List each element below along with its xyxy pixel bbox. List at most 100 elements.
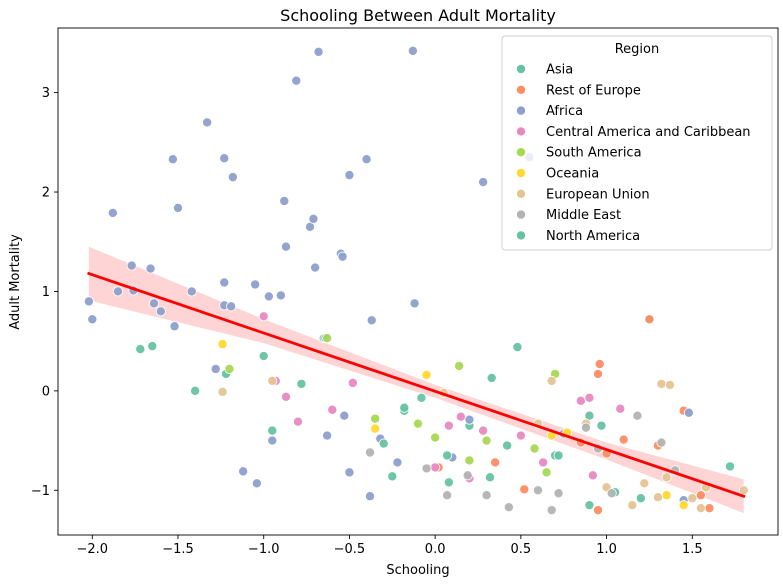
scatter-point bbox=[313, 46, 324, 57]
series-rest-of-europe bbox=[433, 314, 715, 516]
scatter-point bbox=[481, 490, 492, 501]
scatter-point bbox=[190, 385, 201, 396]
x-tick-label: 1.5 bbox=[682, 542, 703, 557]
scatter-point bbox=[364, 447, 375, 458]
legend-label: Central America and Caribbean bbox=[546, 125, 751, 140]
scatter-point bbox=[695, 503, 706, 514]
scatter-point bbox=[310, 262, 321, 273]
scatter-point bbox=[337, 251, 348, 262]
scatter-point bbox=[169, 321, 180, 332]
scatter-point bbox=[412, 418, 423, 429]
legend-label: European Union bbox=[546, 187, 650, 202]
x-axis: −2.0 −1.5 −1.0 −0.5 0.0 0.5 1.0 1.5 bbox=[76, 535, 703, 557]
scatter-point bbox=[644, 314, 655, 325]
legend-marker bbox=[516, 64, 527, 75]
x-tick-label: 0.0 bbox=[425, 542, 446, 557]
scatter-point bbox=[593, 368, 604, 379]
scatter-point bbox=[725, 461, 736, 472]
y-tick-label: −1 bbox=[31, 484, 50, 499]
scatter-point bbox=[364, 491, 375, 502]
scatter-point bbox=[186, 286, 197, 297]
scatter-point bbox=[704, 503, 715, 514]
y-axis: −1 0 1 2 3 bbox=[31, 86, 58, 499]
x-axis-title: Schooling bbox=[386, 563, 449, 578]
scatter-point bbox=[484, 472, 495, 483]
scatter-point bbox=[308, 213, 319, 224]
scatter-point bbox=[267, 425, 278, 436]
scatter-point bbox=[280, 391, 291, 402]
scatter-point bbox=[661, 490, 672, 501]
legend-label: North America bbox=[546, 229, 640, 244]
scatter-point bbox=[596, 420, 607, 431]
scatter-point bbox=[322, 333, 333, 344]
scatter-point bbox=[486, 372, 497, 383]
scatter-point bbox=[322, 430, 333, 441]
scatter-point bbox=[217, 339, 228, 350]
scatter-point bbox=[275, 290, 286, 301]
scatter-point bbox=[503, 502, 514, 513]
legend-label: Africa bbox=[546, 104, 583, 119]
scatter-point bbox=[344, 467, 355, 478]
scatter-point bbox=[279, 195, 290, 206]
scatter-point bbox=[553, 450, 564, 461]
scatter-point bbox=[584, 392, 595, 403]
scatter-point bbox=[593, 505, 604, 516]
scatter-point bbox=[155, 306, 166, 317]
chart-title: Schooling Between Adult Mortality bbox=[280, 6, 556, 25]
scatter-point bbox=[481, 435, 492, 446]
scatter-point bbox=[145, 263, 156, 274]
y-tick-label: 2 bbox=[42, 186, 50, 201]
scatter-point bbox=[361, 154, 372, 165]
scatter-point bbox=[147, 341, 158, 352]
scatter-point bbox=[464, 414, 475, 425]
y-tick-label: 3 bbox=[42, 86, 50, 101]
scatter-point bbox=[409, 298, 420, 309]
legend-label: Oceania bbox=[546, 167, 599, 182]
scatter-point bbox=[280, 241, 291, 252]
scatter-point bbox=[210, 363, 221, 374]
scatter-point bbox=[430, 462, 441, 473]
legend: Region Asia Rest of Europe Africa Central A… bbox=[501, 35, 773, 251]
legend-entry: European Union bbox=[516, 187, 650, 202]
scatter-point bbox=[344, 170, 355, 181]
legend-marker bbox=[516, 167, 527, 178]
scatter-point bbox=[490, 457, 501, 468]
scatter-point bbox=[421, 463, 432, 474]
scatter-point bbox=[455, 411, 466, 422]
scatter-point bbox=[442, 450, 453, 461]
scatter-point bbox=[83, 296, 94, 307]
scatter-point bbox=[416, 392, 427, 403]
scatter-point bbox=[296, 378, 307, 389]
scatter-point bbox=[263, 291, 274, 302]
scatter-point bbox=[443, 420, 454, 431]
scatter-point bbox=[399, 402, 410, 413]
scatter-point bbox=[656, 378, 667, 389]
scatter-point bbox=[135, 344, 146, 355]
scatter-point bbox=[258, 311, 269, 322]
x-tick-label: 1.0 bbox=[596, 542, 617, 557]
legend-entry: Middle East bbox=[516, 208, 621, 223]
scatter-point bbox=[421, 369, 432, 380]
scatter-point bbox=[226, 301, 237, 312]
series-north-america bbox=[135, 344, 607, 511]
scatter-point bbox=[366, 315, 377, 326]
scatter-point bbox=[533, 485, 544, 496]
x-tick-label: −0.5 bbox=[334, 542, 366, 557]
scatter-point bbox=[615, 403, 626, 414]
scatter-point bbox=[687, 493, 698, 504]
scatter-point bbox=[392, 457, 403, 468]
scatter-point bbox=[665, 379, 676, 390]
scatter-point bbox=[224, 363, 235, 374]
scatter-point bbox=[478, 425, 489, 436]
scatter-point bbox=[678, 500, 689, 511]
y-tick-label: 1 bbox=[42, 285, 50, 300]
scatter-point bbox=[519, 484, 530, 495]
scatter-point bbox=[661, 472, 672, 483]
scatter-point bbox=[454, 360, 465, 371]
series-south-america bbox=[224, 333, 561, 478]
scatter-point bbox=[219, 153, 230, 164]
scatter-point bbox=[250, 279, 261, 290]
scatter-point bbox=[635, 493, 646, 504]
scatter-point bbox=[327, 404, 338, 415]
